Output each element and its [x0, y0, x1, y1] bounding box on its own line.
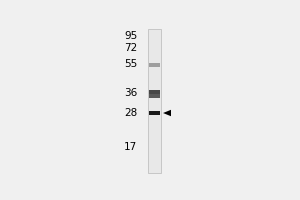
Bar — [148, 63, 160, 67]
Text: 36: 36 — [124, 88, 137, 98]
Text: 17: 17 — [124, 142, 137, 152]
Text: 28: 28 — [124, 108, 137, 118]
Bar — [148, 94, 160, 98]
Bar — [148, 111, 160, 115]
Bar — [148, 29, 161, 173]
Polygon shape — [163, 110, 171, 116]
Text: 95: 95 — [124, 31, 137, 41]
Text: 72: 72 — [124, 43, 137, 53]
Bar — [148, 90, 160, 94]
Text: 55: 55 — [124, 59, 137, 69]
